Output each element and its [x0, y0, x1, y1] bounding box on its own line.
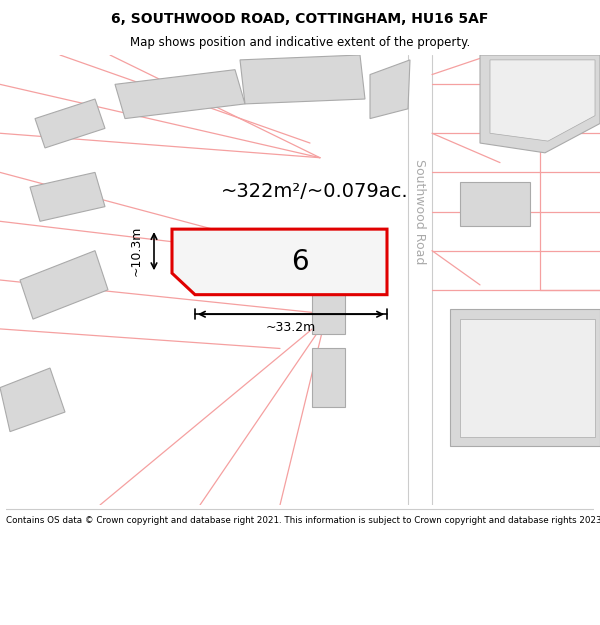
- Text: ~33.2m: ~33.2m: [266, 321, 316, 334]
- Text: Contains OS data © Crown copyright and database right 2021. This information is : Contains OS data © Crown copyright and d…: [6, 516, 600, 525]
- Polygon shape: [312, 231, 345, 334]
- Polygon shape: [480, 55, 600, 153]
- Text: 6, SOUTHWOOD ROAD, COTTINGHAM, HU16 5AF: 6, SOUTHWOOD ROAD, COTTINGHAM, HU16 5AF: [112, 12, 488, 26]
- Polygon shape: [20, 251, 108, 319]
- Polygon shape: [312, 349, 345, 407]
- Polygon shape: [240, 55, 365, 104]
- Polygon shape: [35, 99, 105, 148]
- Text: Map shows position and indicative extent of the property.: Map shows position and indicative extent…: [130, 36, 470, 49]
- Polygon shape: [460, 182, 530, 226]
- Polygon shape: [30, 173, 105, 221]
- Text: ~322m²/~0.079ac.: ~322m²/~0.079ac.: [221, 182, 409, 201]
- Polygon shape: [460, 319, 595, 436]
- Polygon shape: [172, 229, 387, 294]
- Polygon shape: [450, 309, 600, 446]
- Polygon shape: [490, 60, 595, 141]
- Polygon shape: [0, 368, 65, 432]
- Polygon shape: [115, 69, 245, 119]
- Polygon shape: [370, 60, 410, 119]
- Text: ~10.3m: ~10.3m: [130, 226, 143, 276]
- Text: Southwood Road: Southwood Road: [413, 159, 427, 264]
- Text: 6: 6: [290, 248, 308, 276]
